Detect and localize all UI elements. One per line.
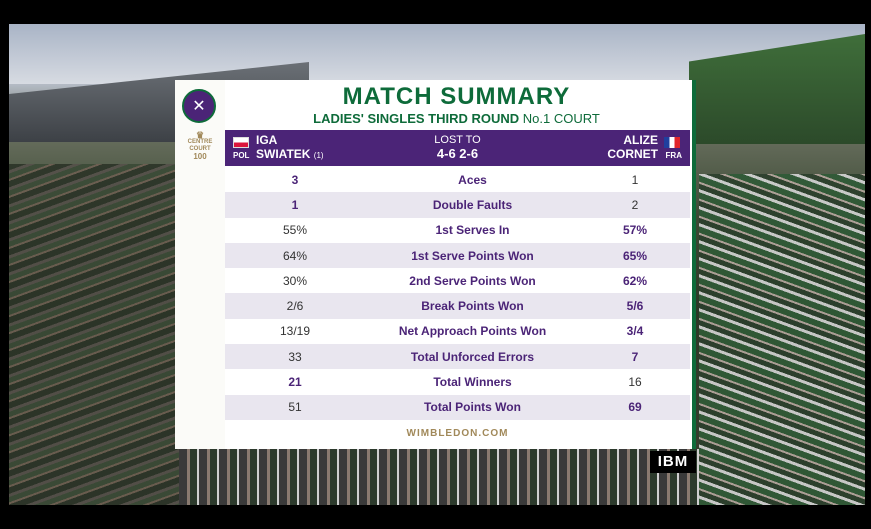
player2-stat: 65%: [622, 248, 648, 263]
player2-stat: 2: [631, 197, 639, 212]
logo-column: ✕ ♛ CENTRE COURT 100: [175, 80, 225, 449]
stat-label: Net Approach Points Won: [398, 324, 547, 339]
wimbledon-crossed-rackets-icon: ✕: [182, 89, 216, 123]
ibm-logo: IBM: [650, 451, 696, 473]
stat-row: 13/19 Net Approach Points Won 3/4: [225, 319, 690, 344]
crowd-left: [9, 164, 184, 505]
poland-flag-icon: [233, 137, 249, 148]
player1-stat: 55%: [282, 223, 308, 238]
stat-row: 3 Aces 1: [225, 167, 690, 192]
player1-stat: 33: [288, 349, 302, 364]
player2-stat: 7: [631, 349, 639, 364]
stat-label: Aces: [458, 172, 487, 187]
player2-stat: 69: [628, 400, 642, 415]
player2-stat: 57%: [622, 223, 648, 238]
stat-row: 1 Double Faults 2: [225, 192, 690, 218]
match-result: LOST TO 4-6 2-6: [385, 133, 530, 161]
stat-row: 2/6 Break Points Won 5/6: [225, 293, 690, 319]
stat-label: Total Unforced Errors: [410, 349, 535, 364]
player1-stat: 64%: [282, 248, 308, 263]
match-score: 4-6 2-6: [436, 146, 479, 161]
stat-row: 64% 1st Serve Points Won 65%: [225, 242, 690, 269]
player1-stat: 30%: [282, 273, 308, 288]
player2-stat: 1: [631, 172, 639, 187]
round-subtitle: LADIES' SINGLES THIRD ROUND No.1 COURT: [313, 111, 600, 126]
crowd-right: [699, 174, 865, 505]
player2-stat: 3/4: [626, 324, 644, 339]
player2-stat: 5/6: [626, 299, 644, 314]
player2-stat: 16: [628, 375, 642, 390]
stat-row: 30% 2nd Serve Points Won 62%: [225, 268, 690, 293]
player1-stat: 21: [288, 375, 302, 390]
stat-row: 21 Total Winners 16: [225, 369, 690, 394]
player1-seed: (1): [313, 151, 324, 160]
stat-label: 2nd Serve Points Won: [409, 273, 536, 288]
player1-name: IGA SWIATEK (1): [256, 133, 324, 161]
match-summary-panel: ✕ ♛ CENTRE COURT 100 MATCH SUMMARY LADIE…: [175, 80, 696, 449]
stat-label: 1st Serves In: [435, 223, 510, 238]
stat-label: Total Winners: [433, 375, 512, 390]
stat-label: Break Points Won: [421, 299, 524, 314]
crown-icon: ♛: [195, 130, 205, 140]
court-name: No.1 COURT: [522, 111, 600, 126]
page-title: MATCH SUMMARY: [342, 83, 571, 110]
stat-label: Total Points Won: [424, 400, 521, 415]
stat-row: 55% 1st Serves In 57%: [225, 218, 690, 243]
player1-stat: 2/6: [286, 299, 304, 314]
stat-row: 51 Total Points Won 69: [225, 394, 690, 420]
player1-stat: 1: [291, 197, 299, 212]
player2-country: FRA: [665, 151, 682, 160]
player1-stat: 51: [288, 400, 302, 415]
player2-name: ALIZE CORNET: [607, 133, 658, 161]
website-link: WIMBLEDON.COM: [406, 428, 509, 439]
player2-stat: 62%: [622, 273, 648, 288]
centre-court-100-logo: ♛ CENTRE COURT 100: [179, 130, 221, 161]
player1-stat: 13/19: [279, 324, 311, 339]
stats-table: 3 Aces 1 1 Double Faults 2 55% 1st Serves In 5…: [225, 167, 690, 420]
players-header: POL IGA SWIATEK (1) LOST TO 4-6 2-6 ALIZ…: [225, 130, 690, 166]
stat-row: 33 Total Unforced Errors 7: [225, 344, 690, 370]
stat-label: 1st Serve Points Won: [411, 248, 534, 263]
player1-stat: 3: [291, 172, 299, 187]
crowd-bottom: [179, 449, 699, 505]
stat-label: Double Faults: [432, 197, 513, 212]
france-flag-icon: [664, 137, 680, 148]
player1-country: POL: [233, 151, 250, 160]
